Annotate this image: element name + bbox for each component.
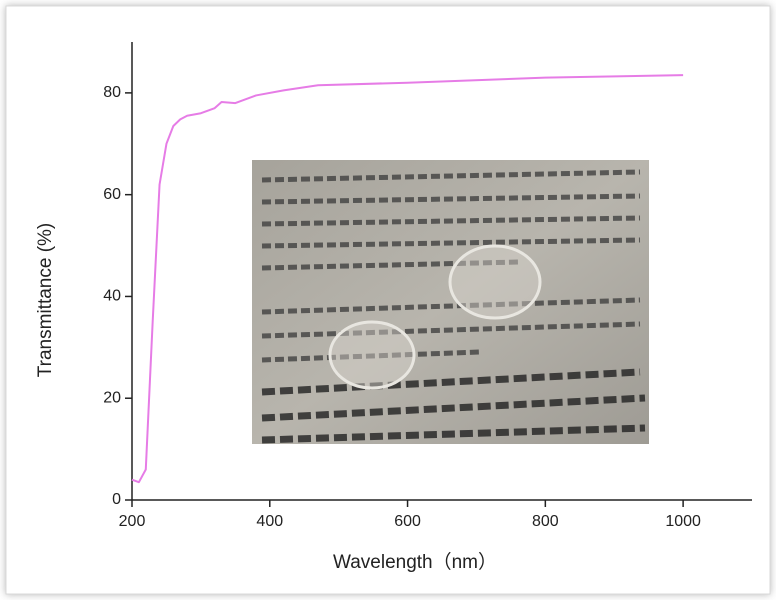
x-tick-label: 400 (256, 513, 283, 530)
x-tick-label: 600 (394, 513, 421, 530)
data-line (131, 74, 684, 484)
y-tick-label: 80 (103, 84, 121, 101)
x-tick-label: 800 (532, 513, 559, 530)
x-tick-label: 200 (119, 513, 146, 530)
y-tick-label: 20 (103, 389, 121, 406)
y-tick-label: 0 (112, 491, 121, 508)
y-tick-label: 40 (103, 288, 121, 305)
y-tick-label: 60 (103, 186, 121, 203)
y-axis-title: Transmittance (%) (35, 223, 56, 378)
inset-photo (252, 160, 649, 444)
x-axis-title: Wavelength（nm） (333, 551, 497, 573)
x-tick-label: 1000 (665, 513, 701, 530)
